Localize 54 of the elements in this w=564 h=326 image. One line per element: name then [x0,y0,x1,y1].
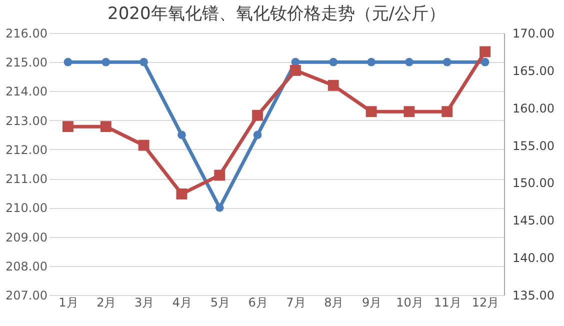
point [138,140,150,151]
y-tick-label: 207.00 [6,288,48,302]
y-tick-label: 211.00 [6,172,48,186]
y-tick-label: 215.00 [6,56,48,70]
y-tick-label: 213.00 [6,114,48,128]
point [253,130,262,140]
point [405,58,414,66]
point [366,106,377,118]
y-tick-label: 208.00 [6,259,48,274]
y2-tick-label: 150.00 [512,176,554,190]
point [176,188,188,200]
y-tick-label: 212.00 [6,142,48,157]
point [178,130,186,140]
y2-tick-label: 135.00 [512,288,554,302]
y-tick-label: 209.00 [6,230,48,244]
x-tick-label: 7月 [286,296,306,310]
y2-tick-label: 170.00 [512,26,554,40]
x-tick-label: 12月 [472,296,500,310]
y2-tick-label: 155.00 [512,138,554,153]
point [140,58,148,66]
point [290,64,301,76]
y-tick-label: 216.00 [6,26,48,40]
y-tick-label: 214.00 [6,84,48,99]
point [214,170,226,181]
y2-tick-label: 160.00 [512,101,554,116]
point [215,203,224,212]
point [252,110,264,121]
x-tick-label: 11月 [434,296,462,310]
point [62,121,74,132]
y2-tick-label: 140.00 [512,251,554,266]
point [329,58,338,66]
x-tick-label: 1月 [58,296,78,310]
x-tick-label: 5月 [210,296,230,310]
point [367,58,376,66]
point [102,58,110,66]
point [328,80,339,91]
y-tick-label: 210.00 [6,201,48,216]
point [100,121,112,132]
point [480,58,490,66]
x-tick-label: 3月 [134,296,154,310]
point [64,58,72,66]
x-tick-label: 2月 [96,296,116,310]
y2-tick-label: 165.00 [512,64,554,78]
x-tick-label: 4月 [172,296,192,310]
point [404,106,415,118]
x-tick-label: 10月 [396,296,424,310]
y2-tick-label: 145.00 [512,214,554,228]
point [480,46,491,58]
point [442,58,452,66]
x-tick-label: 9月 [362,296,382,310]
chart-title: 2020年氧化镨、氧化钕价格走势（元/公斤） [108,4,446,24]
x-tick-label: 8月 [324,296,344,310]
x-tick-label: 6月 [248,296,268,310]
point [442,106,453,118]
